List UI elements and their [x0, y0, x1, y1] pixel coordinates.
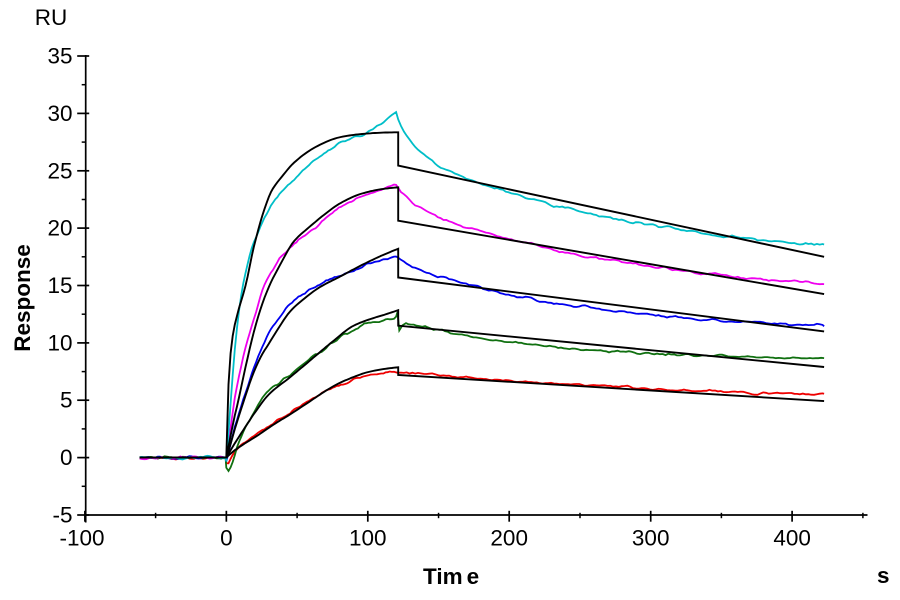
svg-text:20: 20 — [47, 216, 72, 241]
svg-text:30: 30 — [47, 101, 72, 126]
svg-text:-5: -5 — [52, 503, 72, 528]
svg-text:Response: Response — [10, 244, 35, 352]
svg-text:10: 10 — [47, 330, 72, 355]
svg-text:400: 400 — [773, 526, 811, 551]
svg-text:200: 200 — [490, 526, 528, 551]
svg-text:35: 35 — [47, 44, 72, 69]
svg-text:0: 0 — [220, 526, 233, 551]
svg-text:RU: RU — [35, 5, 68, 30]
svg-text:0: 0 — [60, 445, 73, 470]
svg-text:-100: -100 — [59, 526, 104, 551]
svg-text:25: 25 — [47, 158, 72, 183]
svg-text:100: 100 — [349, 526, 387, 551]
svg-text:s: s — [877, 563, 890, 588]
svg-text:5: 5 — [60, 388, 73, 413]
svg-text:15: 15 — [47, 273, 72, 298]
svg-text:300: 300 — [632, 526, 670, 551]
